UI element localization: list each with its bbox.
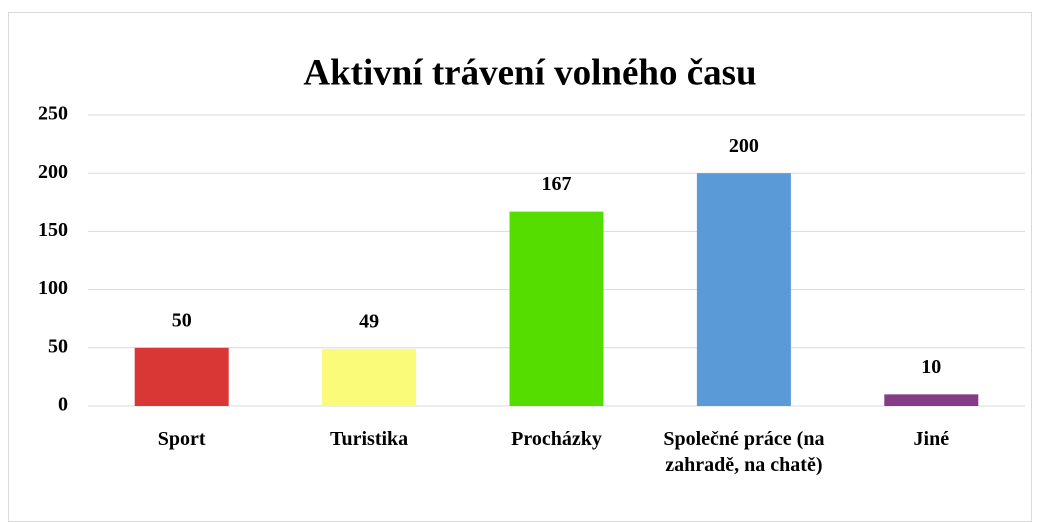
y-tick-label: 0 <box>58 394 68 416</box>
y-tick-label: 100 <box>38 277 68 299</box>
bar <box>322 348 417 406</box>
data-label: 200 <box>729 135 759 157</box>
bar <box>134 347 229 406</box>
x-tick-label: Jiné <box>913 428 950 450</box>
data-label: 49 <box>359 311 379 333</box>
data-label: 167 <box>542 173 572 195</box>
data-label: 50 <box>172 309 192 331</box>
bar <box>509 211 604 406</box>
chart-title: Aktivní trávení volného času <box>303 52 756 93</box>
data-label: 10 <box>921 356 941 378</box>
y-tick-label: 150 <box>38 219 68 241</box>
x-tick-label: Společné práce (na zahradě, na chatě) <box>663 428 825 476</box>
x-tick-label: Procházky <box>511 428 602 450</box>
x-tick-label: Turistika <box>330 428 409 450</box>
y-tick-label: 250 <box>38 103 68 125</box>
bar <box>696 173 791 406</box>
y-tick-label: 200 <box>38 161 68 183</box>
x-tick-label: Sport <box>157 428 206 450</box>
bar <box>884 394 979 406</box>
y-tick-label: 50 <box>48 335 68 357</box>
